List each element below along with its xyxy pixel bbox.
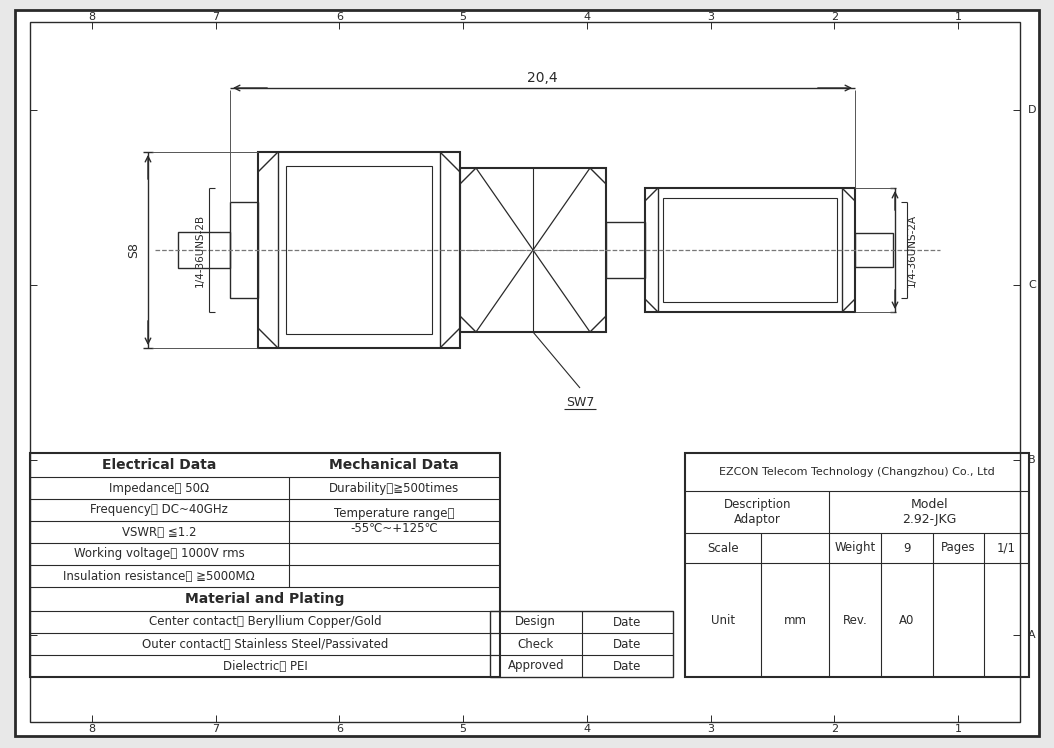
Text: mm: mm [783, 613, 806, 627]
Text: 1: 1 [955, 724, 961, 734]
Text: 3: 3 [707, 724, 715, 734]
Text: Date: Date [613, 616, 642, 628]
Text: Frequency： DC~40GHz: Frequency： DC~40GHz [91, 503, 228, 517]
Text: Pages: Pages [941, 542, 976, 554]
Text: 8: 8 [89, 724, 96, 734]
Text: Rev.: Rev. [843, 613, 867, 627]
Text: Check: Check [518, 637, 553, 651]
Text: 7: 7 [212, 12, 219, 22]
Text: Electrical Data: Electrical Data [102, 458, 216, 472]
Text: Approved: Approved [507, 660, 564, 672]
Text: Impedance： 50Ω: Impedance： 50Ω [110, 482, 210, 494]
Text: 4: 4 [583, 724, 590, 734]
Text: Scale: Scale [707, 542, 739, 554]
Bar [286, 166, 432, 334]
Text: Center contact： Beryllium Copper/Gold: Center contact： Beryllium Copper/Gold [149, 616, 382, 628]
Bar [460, 168, 606, 332]
Text: B: B [1029, 455, 1036, 465]
Text: 1: 1 [955, 12, 961, 22]
Text: 4: 4 [583, 12, 590, 22]
Bar [490, 611, 674, 677]
Text: 7: 7 [212, 724, 219, 734]
Text: 2: 2 [831, 724, 838, 734]
Text: Date: Date [613, 660, 642, 672]
Text: 5: 5 [460, 12, 467, 22]
Text: Temperature range：
-55℃~+125℃: Temperature range： -55℃~+125℃ [334, 507, 454, 535]
Text: 1/4-36UNS-2A: 1/4-36UNS-2A [907, 213, 917, 286]
Bar [30, 453, 500, 677]
Text: 6: 6 [336, 12, 343, 22]
Bar [230, 202, 258, 298]
Text: D: D [1028, 105, 1036, 114]
Text: 6: 6 [336, 724, 343, 734]
Bar [685, 453, 1029, 677]
Text: Mechanical Data: Mechanical Data [329, 458, 460, 472]
Bar [606, 222, 645, 278]
Text: Working voltage： 1000V rms: Working voltage： 1000V rms [74, 548, 245, 560]
Bar [855, 233, 893, 267]
Text: C: C [1028, 280, 1036, 289]
Text: 9: 9 [903, 542, 911, 554]
Bar [645, 188, 855, 312]
Text: S8: S8 [128, 242, 140, 258]
Text: EZCON Telecom Technology (Changzhou) Co., Ltd: EZCON Telecom Technology (Changzhou) Co.… [719, 467, 995, 477]
Text: 5: 5 [460, 724, 467, 734]
Bar [178, 232, 230, 268]
Text: 3: 3 [707, 12, 715, 22]
Text: Unit: Unit [710, 613, 735, 627]
Text: VSWR： ≦1.2: VSWR： ≦1.2 [122, 526, 196, 539]
Text: 1/1: 1/1 [997, 542, 1016, 554]
Text: Description
Adaptor: Description Adaptor [723, 498, 790, 526]
Text: Date: Date [613, 637, 642, 651]
Text: Material and Plating: Material and Plating [186, 592, 345, 606]
Text: Model
2.92-JKG: Model 2.92-JKG [902, 498, 956, 526]
Text: 20,4: 20,4 [527, 71, 558, 85]
Text: Insulation resistance： ≧5000MΩ: Insulation resistance： ≧5000MΩ [63, 569, 255, 583]
Bar [258, 152, 460, 348]
Bar [663, 198, 837, 302]
Text: Design: Design [515, 616, 557, 628]
Text: Durability：≧500times: Durability：≧500times [329, 482, 460, 494]
Text: 2: 2 [831, 12, 838, 22]
Text: A: A [1029, 630, 1036, 640]
Text: Weight: Weight [835, 542, 876, 554]
Text: Dielectric： PEI: Dielectric： PEI [222, 660, 308, 672]
Text: 8: 8 [89, 12, 96, 22]
Text: A0: A0 [899, 613, 915, 627]
Text: 1/4-36UNS-2B: 1/4-36UNS-2B [195, 213, 204, 286]
Text: SW7: SW7 [566, 396, 594, 408]
Text: Outer contact： Stainless Steel/Passivated: Outer contact： Stainless Steel/Passivate… [142, 637, 388, 651]
